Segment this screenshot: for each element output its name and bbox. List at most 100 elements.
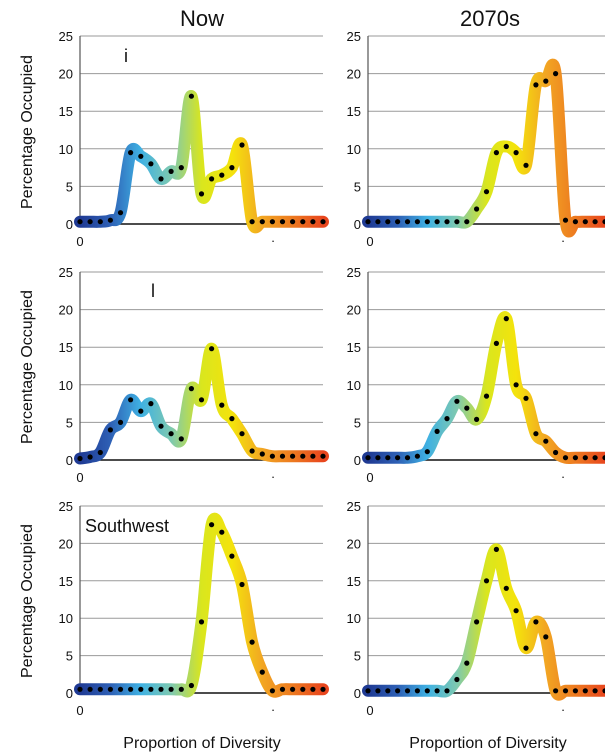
data-point [168, 168, 174, 174]
x-tick-label-end: . [271, 466, 275, 481]
y-tick-label: 10 [347, 142, 361, 157]
data-point [385, 455, 391, 461]
y-tick-label: 20 [347, 67, 361, 82]
data-point [148, 686, 154, 692]
y-tick-label: 5 [354, 179, 361, 194]
data-point [474, 416, 480, 422]
panel-label: Southwest [85, 516, 169, 536]
y-tick-label: 0 [66, 453, 73, 468]
x-tick-label-end: . [271, 230, 275, 245]
data-point [168, 686, 174, 692]
data-point [97, 449, 103, 456]
data-point [562, 688, 569, 694]
data-point [320, 453, 326, 459]
y-tick-label: 5 [354, 649, 361, 664]
data-point [424, 449, 430, 455]
data-point [239, 581, 245, 588]
data-point [77, 219, 83, 225]
y-tick-label: 0 [354, 686, 361, 701]
panel-label: i [124, 46, 128, 66]
data-point [404, 688, 411, 694]
x-tick-label-start: 0 [366, 470, 373, 485]
y-tick-label: 10 [347, 378, 361, 393]
data-point [592, 455, 598, 461]
data-point [444, 219, 450, 225]
data-point [310, 686, 316, 692]
data-point [503, 585, 509, 591]
data-point [454, 398, 460, 404]
data-point [209, 176, 215, 182]
x-tick-label-start: 0 [76, 470, 83, 485]
data-point [464, 219, 470, 225]
data-point [188, 386, 194, 392]
data-point [375, 455, 381, 461]
data-point [602, 688, 605, 694]
y-tick-label: 15 [347, 340, 361, 355]
x-axis-label-now: Proportion of Diversity [123, 735, 280, 752]
y-tick-label: 10 [59, 142, 73, 157]
y-tick-label: 0 [354, 453, 361, 468]
data-point [503, 143, 509, 150]
data-point [562, 217, 569, 223]
x-tick-label-start: 0 [76, 703, 83, 718]
data-point [87, 219, 93, 225]
data-point [543, 438, 549, 444]
y-tick-label: 25 [347, 265, 361, 280]
data-point [365, 688, 371, 694]
y-tick-label: 10 [347, 611, 361, 626]
data-point [229, 165, 235, 171]
x-tick-label-start: 0 [366, 703, 373, 718]
data-point [592, 219, 598, 225]
data-point [279, 219, 286, 225]
data-point [117, 210, 124, 216]
data-point [158, 686, 164, 692]
data-point [148, 401, 154, 407]
data-point [404, 219, 411, 225]
data-point [229, 416, 235, 422]
data-point [128, 397, 134, 403]
data-point [117, 419, 124, 425]
data-point [385, 688, 391, 694]
y-axis-label-row1: Percentage Occupied [19, 55, 36, 209]
data-point [424, 688, 430, 694]
y-tick-label: 15 [59, 104, 73, 119]
data-point [523, 395, 529, 401]
data-point [553, 449, 559, 456]
y-tick-label: 10 [59, 611, 73, 626]
data-point [198, 619, 205, 625]
data-point [259, 669, 265, 675]
data-point [533, 619, 539, 625]
data-point [513, 150, 519, 156]
data-point [493, 150, 499, 156]
data-point [249, 639, 255, 645]
y-tick-label: 25 [347, 29, 361, 44]
data-point [533, 431, 539, 437]
data-point [414, 688, 420, 694]
x-tick-label-end: . [561, 699, 565, 714]
data-point [474, 619, 480, 625]
y-tick-label: 15 [347, 104, 361, 119]
y-tick-label: 20 [59, 536, 73, 551]
data-point [148, 161, 154, 167]
data-point [188, 682, 194, 689]
data-point [87, 454, 93, 460]
y-tick-label: 20 [347, 303, 361, 318]
x-tick-label-start: 0 [366, 234, 373, 249]
data-point [483, 578, 490, 584]
y-tick-label: 20 [59, 67, 73, 82]
x-tick-label-end: . [561, 466, 565, 481]
data-point [239, 431, 245, 437]
y-axis-label-row2: Percentage Occupied [19, 290, 36, 444]
data-point [454, 219, 460, 225]
panel-3: 0 5 10 15 20 25 0. [347, 265, 605, 485]
data-point [365, 219, 371, 225]
x-axis-label-2070s: Proportion of Diversity [409, 735, 566, 752]
x-tick-label-end: . [271, 699, 275, 714]
data-point [464, 405, 470, 411]
data-point [300, 686, 306, 692]
y-tick-label: 15 [59, 574, 73, 589]
data-point [178, 686, 184, 692]
data-point [158, 423, 164, 429]
data-point [300, 219, 306, 225]
